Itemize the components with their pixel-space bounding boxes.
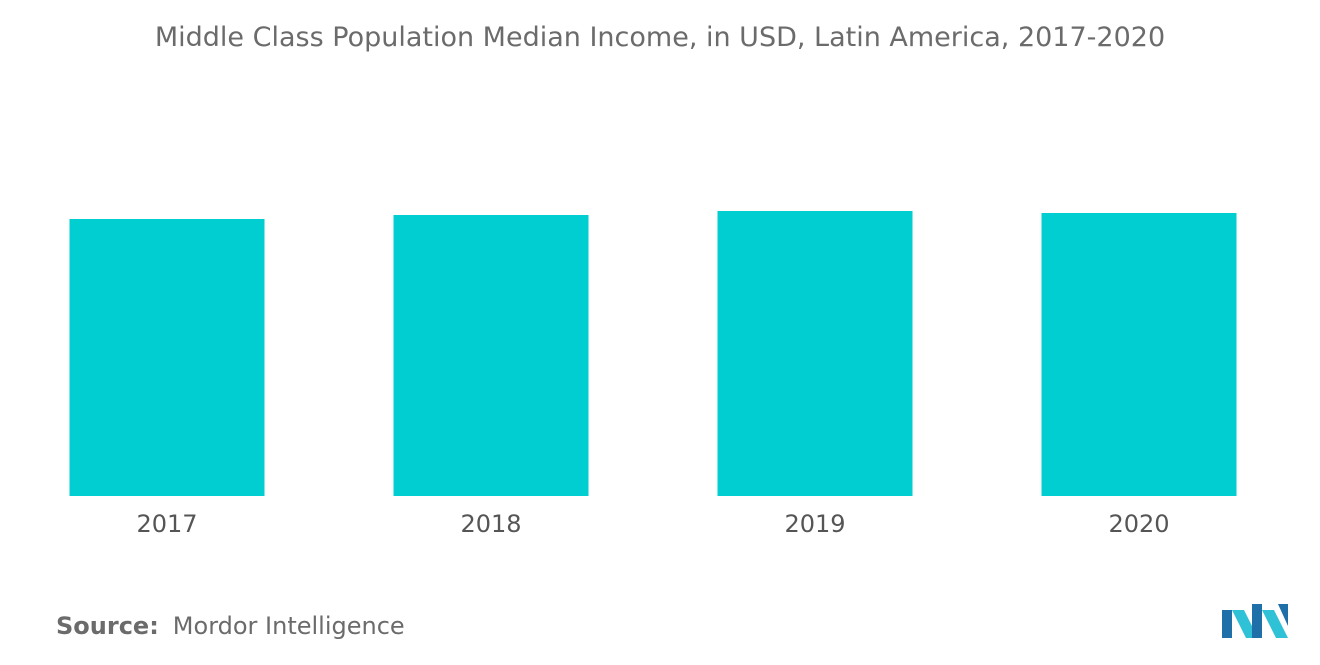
- chart-title: Middle Class Population Median Income, i…: [154, 22, 1166, 53]
- source-label: Source:: [56, 612, 159, 640]
- x-tick-label-2018: 2018: [460, 510, 521, 538]
- bar-2017: [69, 219, 265, 496]
- bars-group: [69, 211, 1237, 496]
- bar-chart: 2017 2018 2019 2020: [69, 211, 1237, 538]
- x-tick-labels: 2017 2018 2019 2020: [136, 510, 1169, 538]
- bar-2020: [1041, 213, 1237, 496]
- bar-2018: [393, 215, 589, 496]
- source-note: Source: Mordor Intelligence: [56, 612, 405, 640]
- x-tick-label-2020: 2020: [1108, 510, 1169, 538]
- bar-2019: [717, 211, 913, 496]
- mordor-intelligence-logo-icon: [1222, 604, 1288, 638]
- source-text: Mordor Intelligence: [172, 612, 405, 640]
- x-tick-label-2019: 2019: [784, 510, 845, 538]
- x-tick-label-2017: 2017: [136, 510, 197, 538]
